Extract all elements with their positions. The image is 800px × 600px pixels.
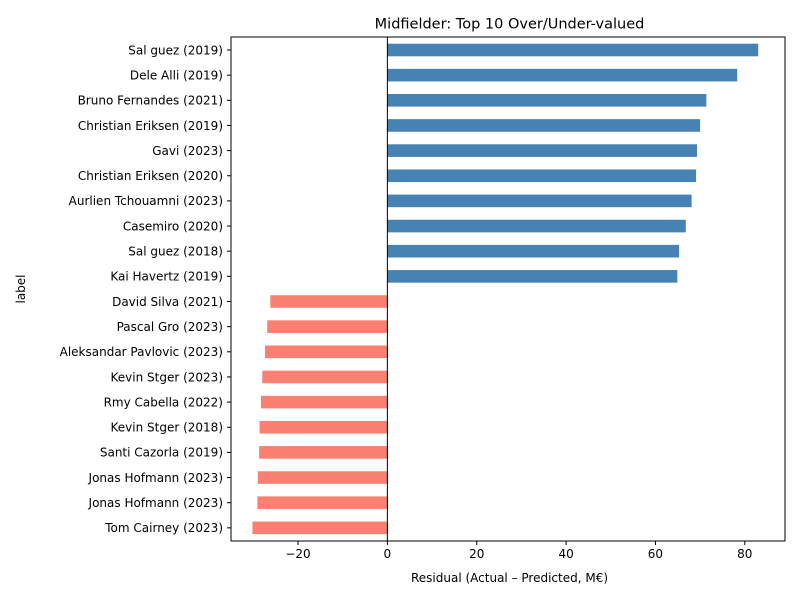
- x-axis-label: Residual (Actual – Predicted, M€): [411, 571, 608, 585]
- bars-group: [252, 43, 759, 535]
- bar: [260, 395, 388, 409]
- y-tick-label: Tom Cairney (2023): [104, 521, 223, 535]
- y-tick-label: Aurlien Tchouamni (2023): [69, 194, 223, 208]
- bar: [259, 420, 388, 434]
- y-tick-label: Christian Eriksen (2020): [78, 169, 223, 183]
- y-tick-label: Kai Havertz (2019): [110, 270, 223, 284]
- y-tick-label: Kevin Stger (2023): [111, 370, 223, 384]
- x-ticks-group: −20 0 20 40 60 80: [285, 541, 752, 561]
- bar: [387, 270, 678, 283]
- bar: [387, 194, 692, 208]
- bar: [387, 94, 707, 107]
- bar: [262, 370, 388, 384]
- x-tick-label: 40: [558, 547, 573, 561]
- y-tick-label: Sal guez (2018): [128, 245, 223, 259]
- plot-frame: [230, 36, 786, 542]
- bar: [387, 119, 701, 132]
- y-tick-label: Aleksandar Pavlovic (2023): [60, 345, 223, 359]
- bar: [264, 345, 388, 359]
- x-tick-label: −20: [285, 547, 310, 561]
- bar: [387, 144, 697, 157]
- y-tick-label: Rmy Cabella (2022): [104, 395, 223, 409]
- chart-title: Midfielder: Top 10 Over/Under-valued: [375, 17, 645, 33]
- bar: [387, 244, 680, 258]
- x-tick-label: 80: [737, 547, 752, 561]
- bar: [257, 496, 388, 509]
- y-tick-label: Christian Eriksen (2019): [78, 119, 223, 133]
- y-tick-label: Dele Alli (2019): [130, 68, 223, 82]
- y-tick-label: Gavi (2023): [152, 144, 223, 158]
- y-tick-label: Pascal Gro (2023): [117, 320, 223, 334]
- y-tick-label: Bruno Fernandes (2021): [78, 94, 223, 108]
- x-tick-label: 60: [648, 547, 663, 561]
- y-tick-label: Jonas Hofmann (2023): [88, 471, 223, 485]
- y-tick-label: Santi Cazorla (2019): [100, 446, 223, 460]
- y-ticks-group: Sal guez (2019) Dele Alli (2019) Bruno Fer…: [60, 43, 231, 535]
- bar: [267, 320, 388, 333]
- y-tick-label: Sal guez (2019): [128, 43, 223, 57]
- bar: [387, 169, 697, 183]
- bar: [387, 43, 759, 57]
- x-tick-label: 0: [384, 547, 392, 561]
- bar: [387, 219, 686, 233]
- x-tick-label: 20: [469, 547, 484, 561]
- bar: [387, 68, 738, 82]
- bar: [259, 446, 388, 459]
- y-tick-label: Casemiro (2020): [123, 219, 223, 233]
- y-tick-label: Kevin Stger (2018): [111, 421, 223, 435]
- bar: [252, 521, 388, 535]
- y-tick-label: David Silva (2021): [112, 295, 223, 309]
- bar: [257, 471, 388, 484]
- bar: [270, 295, 388, 308]
- y-axis-label: label: [14, 274, 28, 303]
- y-tick-label: Jonas Hofmann (2023): [88, 496, 223, 510]
